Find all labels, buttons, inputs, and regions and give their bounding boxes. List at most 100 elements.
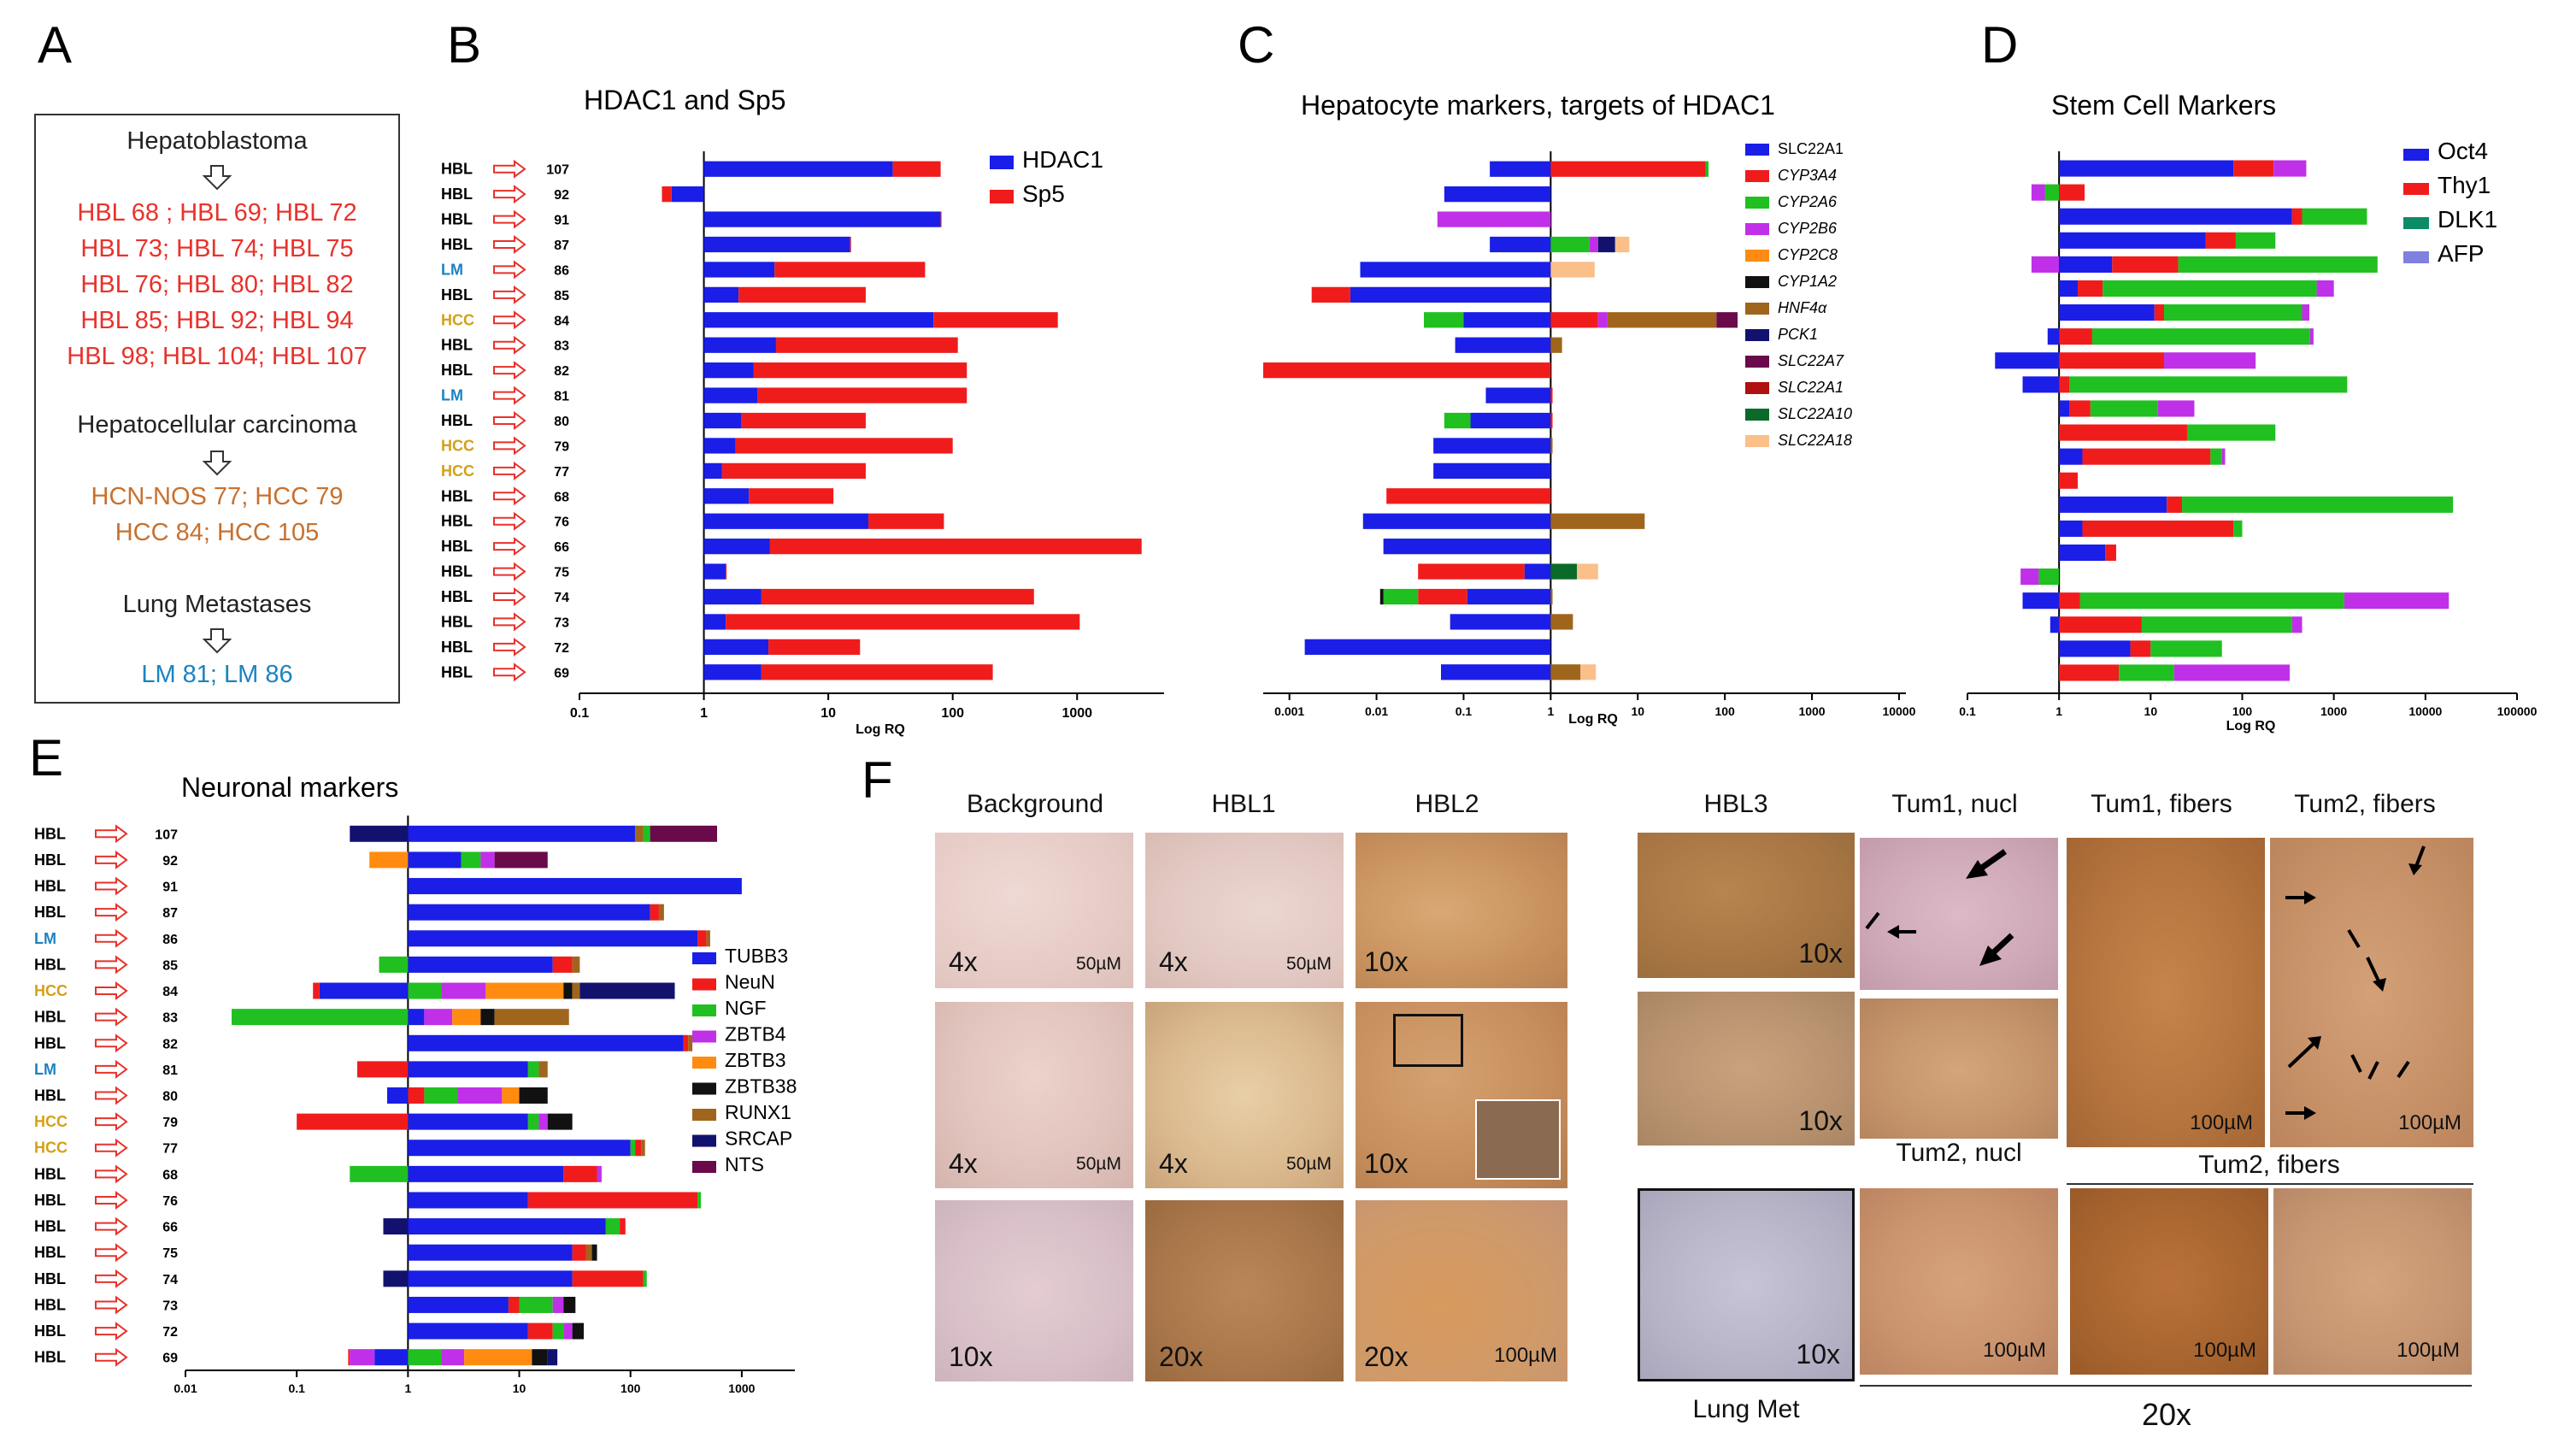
bar-segment xyxy=(408,956,553,973)
legend-label: PCK1 xyxy=(1778,326,1818,343)
arrow-icon xyxy=(2367,1061,2379,1080)
bar-segment xyxy=(605,1218,620,1235)
bar-segment xyxy=(1490,236,1551,253)
bar-segment xyxy=(1550,236,1590,253)
bar-segment xyxy=(697,1192,702,1209)
arrow-down-icon xyxy=(203,628,232,654)
label-tum2-fibers: Tum2, fibers xyxy=(2198,1151,2340,1179)
row-type-label: HBL xyxy=(34,1165,66,1182)
bar-segment xyxy=(2038,568,2060,586)
bar-segment xyxy=(2221,448,2226,465)
row-id-label: 84 xyxy=(554,314,569,328)
row-type-label: HBL xyxy=(34,1296,66,1313)
bar-segment xyxy=(1550,161,1706,177)
legend-label: NGF xyxy=(725,997,767,1019)
bar-segment xyxy=(940,211,942,227)
x-tick-label: 10000 xyxy=(1882,704,1915,718)
bar-segment xyxy=(408,1218,606,1235)
row-id-label: 83 xyxy=(554,339,569,354)
bar-segment xyxy=(774,262,926,278)
bar-segment xyxy=(532,1349,548,1366)
arrow-right-icon xyxy=(95,1295,128,1315)
arrow-right-icon xyxy=(95,1269,128,1288)
x-tick-label: 0.01 xyxy=(173,1381,197,1395)
chart-e-bars xyxy=(232,825,742,1366)
x-tick-label: 1000 xyxy=(1798,704,1825,718)
bar-segment xyxy=(2105,544,2116,562)
bar-segment xyxy=(547,1113,573,1130)
x-tick-label: 1 xyxy=(700,706,708,721)
row-type-label: HCC xyxy=(34,1113,68,1130)
row-id-label: 86 xyxy=(162,933,178,947)
panel-label-c: C xyxy=(1238,16,1275,74)
bar-segment xyxy=(2078,280,2103,297)
legend-swatch xyxy=(1745,197,1769,209)
arrow-right-icon xyxy=(493,285,526,304)
arrow-right-icon xyxy=(493,612,526,632)
bar-segment xyxy=(2059,424,2187,441)
bar-segment xyxy=(641,1140,645,1157)
bar-segment xyxy=(2316,280,2334,297)
bar-segment xyxy=(2059,184,2085,201)
bar-segment xyxy=(2186,424,2276,441)
bar-segment xyxy=(1550,337,1562,353)
bar-segment xyxy=(749,488,834,504)
legend-swatch xyxy=(1745,303,1769,315)
bar-segment xyxy=(620,1218,626,1235)
bar-segment xyxy=(1550,563,1578,580)
bar-segment xyxy=(538,1113,548,1130)
arrow-right-icon xyxy=(493,587,526,606)
row-id-label: 87 xyxy=(554,239,569,253)
bar-segment xyxy=(457,1087,503,1104)
bar-segment xyxy=(703,236,850,253)
histology-image: 4x 50µM xyxy=(1145,1002,1344,1188)
chart-b-row-labels: HBL 107 HBL 92 HBL 91 HBL 87 LM 86 HBL 85 HCC 84 HBL 83… xyxy=(441,159,569,682)
bar-segment xyxy=(703,438,736,454)
histology-image: 10x xyxy=(1356,1002,1567,1188)
arrow-right-icon xyxy=(95,1059,128,1079)
bar-segment xyxy=(2205,232,2236,249)
bar-segment xyxy=(2059,400,2070,417)
row-id-label: 84 xyxy=(162,985,178,999)
col-label-background: Background xyxy=(966,790,1104,818)
legend-swatch xyxy=(692,1134,716,1147)
bar-segment xyxy=(1550,312,1598,328)
bar-segment xyxy=(2210,448,2222,465)
histology-image: 10x xyxy=(1638,1188,1855,1381)
bar-segment xyxy=(1383,588,1419,605)
bar-segment xyxy=(635,1140,642,1157)
chart-b-bars xyxy=(662,161,1142,680)
arrow-icon xyxy=(1865,911,1880,930)
bar-segment xyxy=(508,1296,520,1313)
bar-segment xyxy=(383,1270,409,1287)
row-id-label: 82 xyxy=(162,1037,178,1051)
row-type-label: HBL xyxy=(34,878,66,895)
row-id-label: 66 xyxy=(554,540,569,555)
bar-segment xyxy=(2059,304,2155,321)
histology-image: 20x xyxy=(1145,1200,1344,1381)
divider-line xyxy=(1860,1385,2472,1387)
row-type-label: HBL xyxy=(441,538,473,555)
bar-segment xyxy=(452,1009,481,1026)
row-id-label: 107 xyxy=(155,828,178,842)
bar-segment xyxy=(383,1218,409,1235)
hbl-line: HBL 98; HBL 104; HBL 107 xyxy=(67,343,368,370)
bar-segment xyxy=(1350,286,1551,303)
chart-title: Hepatocyte markers, targets of HDAC1 xyxy=(1301,90,1775,121)
row-type-label: HCC xyxy=(34,982,68,999)
row-id-label: 69 xyxy=(162,1352,178,1366)
bar-segment xyxy=(1470,412,1551,429)
row-id-label: 81 xyxy=(554,390,569,404)
bar-segment xyxy=(775,337,958,353)
zoom-region-box xyxy=(1393,1014,1463,1067)
bar-segment xyxy=(2082,520,2234,537)
bar-segment xyxy=(597,1165,602,1182)
chart-c-legend: SLC22A1 CYP3A4 CYP2A6 CYP2B6 CYP2C8 CYP1A2 HNF… xyxy=(1745,140,1852,449)
legend-label: ZBTB38 xyxy=(725,1075,797,1098)
panel-label-b: B xyxy=(447,16,482,74)
arrow-right-icon xyxy=(95,1216,128,1236)
bar-segment xyxy=(2059,496,2167,513)
bar-segment xyxy=(1550,664,1581,680)
bar-segment xyxy=(2022,376,2060,393)
